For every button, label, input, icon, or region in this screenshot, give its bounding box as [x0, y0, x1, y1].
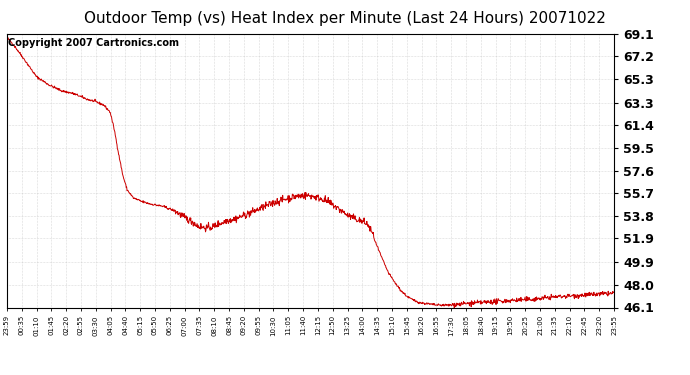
Text: Copyright 2007 Cartronics.com: Copyright 2007 Cartronics.com	[8, 38, 179, 48]
Text: Outdoor Temp (vs) Heat Index per Minute (Last 24 Hours) 20071022: Outdoor Temp (vs) Heat Index per Minute …	[84, 11, 606, 26]
